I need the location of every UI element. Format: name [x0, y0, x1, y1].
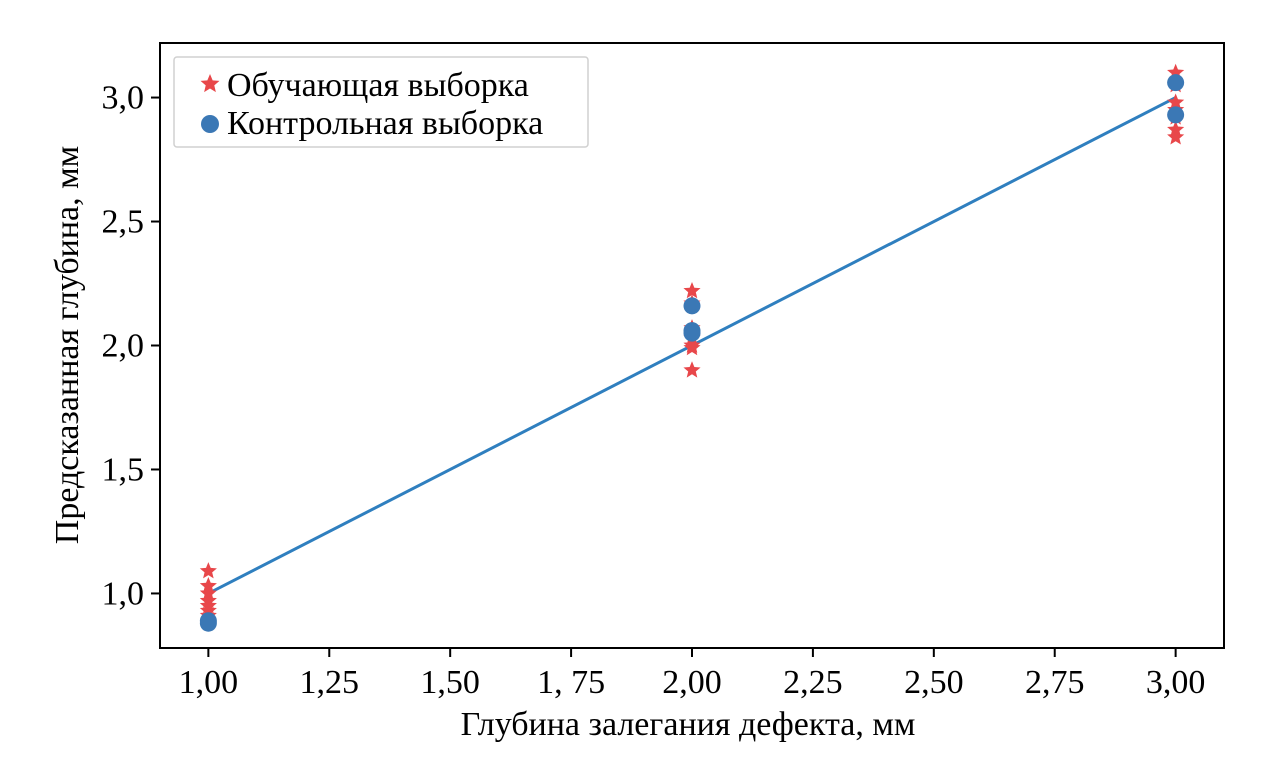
train-point	[1167, 128, 1185, 145]
legend-star-shape	[200, 74, 220, 93]
legend: Обучающая выборка Контрольная выборка	[173, 56, 589, 148]
x-tick-label: 1, 75	[537, 664, 605, 701]
x-axis-ticks: 1,00 1,25 1,50 1, 75 2,00 2,25 2,50 2,75 3,00	[179, 648, 1206, 701]
legend-label-test: Контрольная выборка	[227, 105, 543, 142]
test-point	[683, 297, 701, 315]
train-point	[683, 361, 701, 378]
x-tick-label: 2,75	[1025, 664, 1085, 701]
test-point	[1167, 74, 1185, 92]
train-point	[683, 281, 701, 299]
y-axis-label: Предсказанная глубина, мм	[49, 146, 86, 544]
test-point	[1167, 106, 1185, 124]
legend-box	[173, 56, 589, 148]
train-point	[199, 562, 217, 579]
legend-marker-circle	[201, 115, 219, 133]
train-point	[683, 338, 701, 356]
x-tick-label: 1,00	[179, 664, 239, 701]
x-tick-label: 2,00	[662, 664, 722, 701]
test-point	[683, 322, 701, 340]
y-tick-label: 2,0	[102, 328, 145, 365]
y-axis-ticks: 1,0 1,5 2,0 2,5 3,0	[102, 80, 160, 612]
x-tick-label: 1,25	[300, 664, 360, 701]
legend-label-train: Обучающая выборка	[227, 67, 529, 104]
y-tick-label: 2,5	[102, 204, 145, 241]
x-tick-label: 2,25	[783, 664, 843, 701]
y-tick-label: 3,0	[102, 80, 145, 117]
test-point	[199, 614, 217, 632]
x-tick-label: 2,50	[904, 664, 964, 701]
x-tick-label: 3,00	[1146, 664, 1206, 701]
x-axis-label: Глубина залегания дефекта, мм	[461, 706, 916, 743]
y-tick-label: 1,5	[102, 451, 145, 488]
data-points	[199, 63, 1185, 632]
x-tick-label: 1,50	[420, 664, 480, 701]
y-tick-label: 1,0	[102, 575, 145, 612]
legend-marker-star	[200, 74, 220, 93]
